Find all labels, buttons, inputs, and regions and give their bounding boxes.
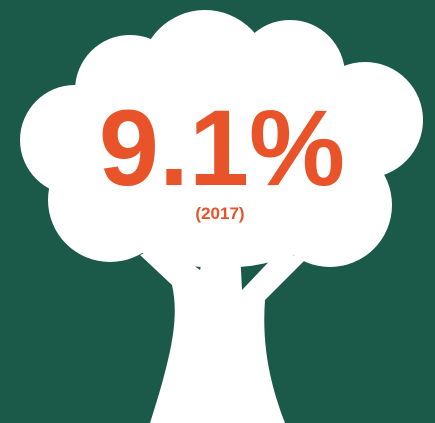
page: {"stat": {"value": "9.1%", "year": "(201… (0, 0, 435, 423)
stat-value: 9.1% (99, 87, 345, 208)
tree-infographic: 9.1% (2017) (0, 0, 435, 423)
stat-year: (2017) (195, 204, 244, 223)
